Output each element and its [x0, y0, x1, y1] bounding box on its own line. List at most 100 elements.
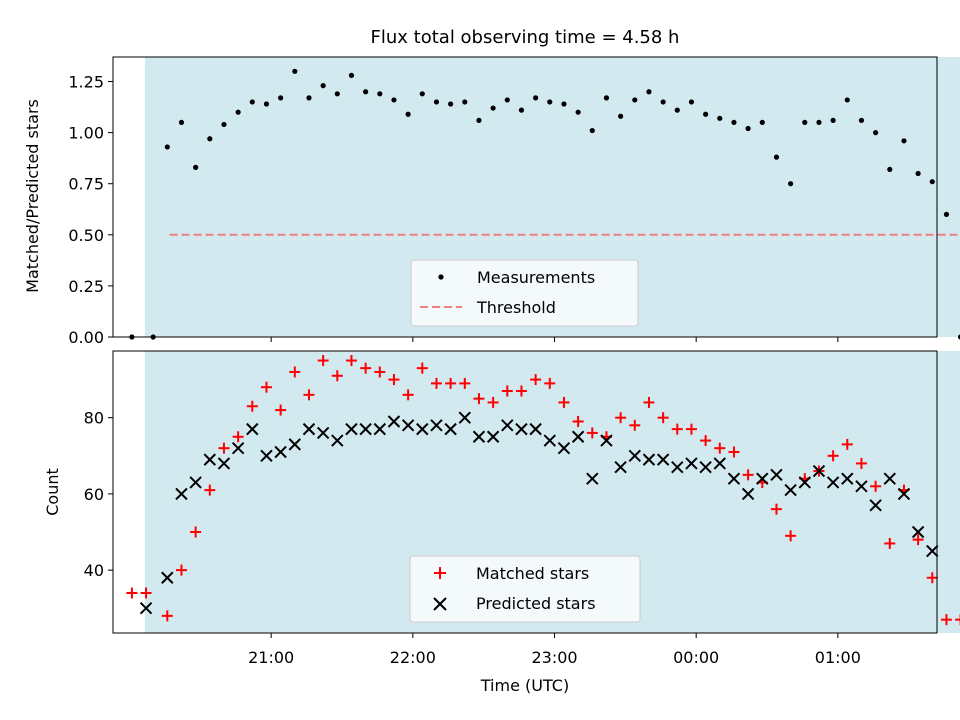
measurement-point — [816, 119, 822, 126]
legend-matched-marker — [434, 567, 446, 579]
count-y-ticks: 40 60 80 — [84, 409, 113, 580]
predicted-star-point — [189, 476, 202, 489]
legend-measurements-marker — [438, 274, 444, 280]
legend-measurements-label: Measurements — [477, 268, 595, 287]
measurement-point — [873, 130, 879, 136]
matched-star-point — [530, 374, 542, 386]
predicted-star-point — [614, 461, 627, 474]
predicted-star-point — [699, 461, 712, 474]
predicted-star-point — [812, 464, 826, 478]
matched-star-point — [317, 355, 329, 367]
measurement-point — [221, 121, 227, 128]
measurement-point — [802, 119, 808, 126]
predicted-star-point — [628, 449, 641, 463]
predicted-star-point — [501, 419, 514, 432]
predicted-star-point — [926, 544, 939, 558]
chart-title: Flux total observing time = 4.58 h — [371, 27, 680, 48]
ratio-axes-frame — [112, 56, 938, 338]
y-tick-label: 1.25 — [68, 73, 104, 92]
predicted-star-point — [600, 434, 613, 447]
matched-star-point — [700, 435, 712, 447]
matched-star-point — [955, 614, 960, 626]
y-tick-label: 0.00 — [68, 328, 104, 347]
x-axis-label: Time (UTC) — [480, 676, 569, 695]
matched-star-point — [430, 377, 442, 389]
matched-star-point — [643, 396, 655, 408]
matched-star-point — [926, 572, 938, 584]
measurement-point — [320, 83, 326, 89]
predicted-star-point — [826, 476, 840, 489]
measurement-point — [419, 91, 425, 97]
measurement-point — [759, 119, 765, 126]
predicted-star-point — [571, 430, 585, 443]
measurement-point — [462, 99, 468, 105]
ratio-legend: Measurements Threshold — [410, 259, 639, 327]
predicted-star-point — [671, 461, 684, 474]
matched-star-point — [161, 610, 173, 622]
measurement-point — [278, 95, 284, 101]
x-tick-label: 23:00 — [531, 648, 577, 667]
measurement-point — [448, 101, 454, 107]
measurement-point — [348, 72, 355, 78]
predicted-star-point — [784, 483, 797, 497]
measurement-point — [207, 136, 213, 142]
matched-star-point — [827, 450, 839, 462]
matched-star-point — [459, 377, 471, 389]
measurement-point — [334, 91, 340, 97]
measurement-point — [193, 164, 199, 170]
predicted-star-point — [175, 487, 188, 501]
predicted-star-point — [713, 457, 726, 470]
measurement-point — [901, 138, 907, 144]
measurement-point — [943, 211, 950, 217]
predicted-star-point — [203, 453, 217, 466]
predicted-star-point — [161, 571, 174, 584]
measurement-point — [660, 99, 666, 105]
predicted-star-point — [444, 422, 457, 436]
count-panel: 40 60 80 21:00 22:00 23:00 00:00 01:00 Count T… — [43, 350, 960, 695]
predicted-star-point — [486, 430, 500, 443]
measurement-point — [518, 107, 525, 113]
x-tick-label: 22:00 — [390, 648, 436, 667]
matched-star-point — [870, 480, 882, 492]
measurement-point — [703, 111, 709, 117]
predicted-star-point — [770, 468, 783, 482]
measurement-point — [292, 68, 298, 74]
legend-threshold-label: Threshold — [476, 298, 556, 317]
matched-star-point — [374, 366, 386, 378]
measurement-point — [306, 95, 312, 101]
matched-star-point — [204, 484, 216, 496]
matched-star-point — [728, 446, 740, 458]
matched-star-point — [303, 389, 315, 401]
measurement-point — [561, 101, 567, 107]
measurement-point — [363, 89, 369, 95]
predicted-star-point — [274, 445, 287, 459]
measurement-point — [476, 117, 482, 123]
measurement-point — [632, 97, 638, 103]
x-tick-label: 01:00 — [815, 648, 861, 667]
matched-star-point — [246, 400, 258, 412]
measurement-points — [129, 68, 960, 340]
measurement-point — [391, 97, 397, 103]
count-y-axis-label: Count — [43, 468, 62, 516]
y-tick-label: 40 — [84, 561, 104, 580]
matched-star-point — [218, 442, 230, 454]
predicted-star-point — [911, 525, 925, 539]
matched-star-point — [940, 614, 952, 626]
predicted-star-point — [656, 453, 670, 466]
predicted-star-point — [685, 457, 698, 470]
matched-star-point — [657, 412, 669, 424]
count-legend-box — [409, 555, 641, 623]
matched-star-point — [232, 431, 244, 443]
predicted-star-point — [387, 415, 401, 428]
matched-star-point — [615, 412, 627, 424]
measurement-point — [504, 97, 510, 103]
matched-star-point — [175, 564, 187, 576]
measurement-point — [646, 89, 652, 95]
measurement-point — [731, 119, 737, 126]
measurement-point — [405, 111, 411, 117]
matched-star-point — [671, 423, 683, 435]
matched-star-point — [770, 503, 782, 515]
ratio-panel: 0.00 0.25 0.50 0.75 1.00 1.25 Matched/Predict… — [23, 56, 960, 347]
predicted-star-point — [756, 472, 769, 485]
y-tick-label: 60 — [84, 485, 104, 504]
